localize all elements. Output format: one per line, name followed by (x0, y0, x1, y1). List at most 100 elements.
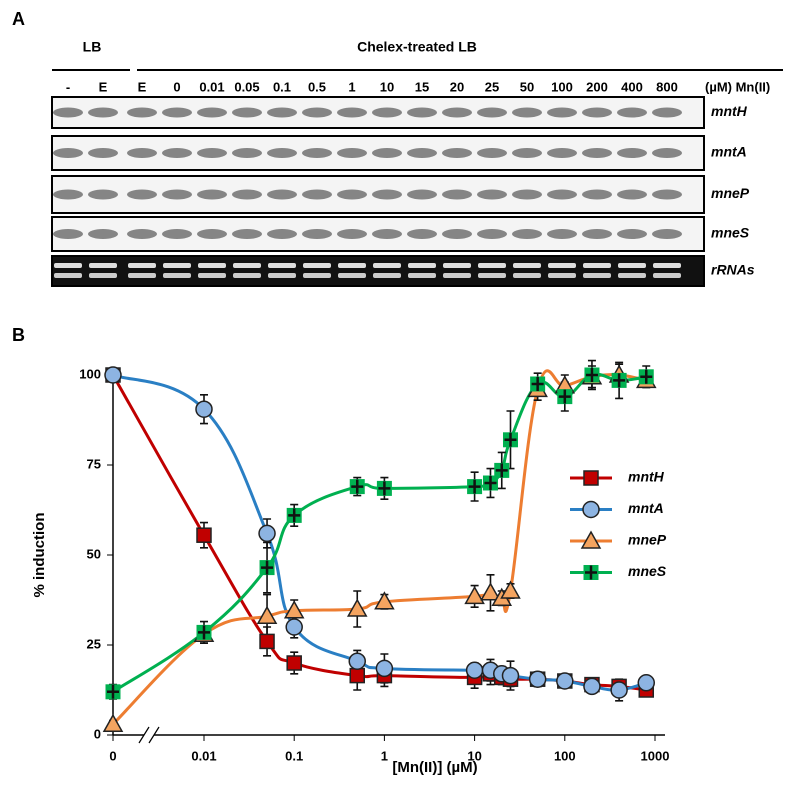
legend-marker (582, 500, 600, 519)
x-tick-label: 0.1 (285, 748, 303, 763)
band (162, 148, 192, 158)
band (127, 189, 157, 200)
lane-label: 200 (586, 79, 608, 94)
x-tick-label: 0.01 (191, 748, 216, 763)
legend-marker (580, 530, 602, 549)
rrna-band (618, 273, 646, 278)
marker (500, 580, 521, 599)
marker (349, 479, 365, 495)
band (512, 189, 542, 200)
band (53, 107, 83, 118)
marker-cross (640, 369, 653, 384)
rrna-band (618, 263, 646, 268)
marker (286, 507, 302, 523)
marker (285, 618, 303, 636)
marker (584, 367, 600, 383)
band (232, 229, 262, 239)
legend-marker (583, 470, 599, 486)
band (302, 229, 332, 239)
marker-cross (468, 479, 481, 494)
lane-label: 0.05 (234, 79, 259, 94)
marker (610, 681, 628, 699)
row-label: rRNAs (711, 262, 755, 278)
band (442, 148, 472, 158)
rrna-band (653, 263, 681, 268)
x-tick-label: 0 (109, 748, 116, 763)
marker (467, 479, 483, 495)
rrna-band (653, 273, 681, 278)
rrna-band (513, 263, 541, 268)
rrna-band (54, 263, 82, 268)
band (617, 107, 647, 118)
band (652, 189, 682, 200)
lane-label: 400 (621, 79, 643, 94)
marker-cross (288, 508, 301, 523)
band (372, 148, 402, 158)
band (53, 148, 83, 158)
band (302, 107, 332, 118)
band (617, 148, 647, 158)
marker (256, 605, 278, 624)
band (582, 189, 612, 200)
band (617, 189, 647, 200)
band (302, 148, 332, 158)
marker (349, 667, 365, 684)
band (197, 189, 227, 200)
rrna-band (478, 263, 506, 268)
rrna-band (89, 263, 117, 268)
band (267, 229, 297, 239)
band (162, 107, 192, 118)
lane-label: 20 (450, 79, 464, 94)
group-label: Chelex-treated LB (357, 39, 477, 55)
band (372, 229, 402, 239)
band (232, 189, 262, 200)
band (547, 229, 577, 239)
band (442, 229, 472, 239)
marker (583, 677, 601, 696)
band (652, 148, 682, 158)
band (88, 148, 118, 158)
band (127, 229, 157, 239)
band (267, 189, 297, 200)
band (197, 148, 227, 158)
rrna-band (128, 263, 156, 268)
band (652, 107, 682, 118)
marker (465, 661, 484, 679)
row-label: mneP (711, 185, 750, 201)
band (477, 107, 507, 118)
band (267, 107, 297, 118)
band (477, 148, 507, 158)
marker (283, 600, 305, 619)
lane-label: 1 (348, 79, 355, 94)
band (162, 229, 192, 239)
legend-label: mneP (628, 532, 667, 548)
band (337, 229, 367, 239)
marker-cross (484, 476, 497, 490)
marker (480, 582, 501, 601)
band (547, 189, 577, 200)
marker (375, 659, 394, 678)
rrna-band (233, 273, 261, 278)
marker (258, 524, 276, 543)
band (407, 107, 437, 118)
band (267, 148, 297, 158)
marker-cross (585, 368, 598, 382)
marker (528, 670, 547, 688)
x-tick-label: 100 (554, 748, 576, 763)
band (88, 229, 118, 239)
band (652, 229, 682, 239)
marker (611, 372, 627, 388)
x-tick-label: 1000 (641, 748, 670, 763)
marker-cross (261, 560, 274, 575)
band (477, 189, 507, 200)
panel-label: B (12, 325, 25, 345)
lane-label: E (138, 79, 147, 94)
band (407, 148, 437, 158)
lane-label: 15 (415, 79, 429, 94)
rrna-band (513, 273, 541, 278)
lane-label: 800 (656, 79, 678, 94)
rrna-band (198, 263, 226, 268)
rrna-band (338, 273, 366, 278)
rrna-band (373, 263, 401, 268)
band (197, 107, 227, 118)
